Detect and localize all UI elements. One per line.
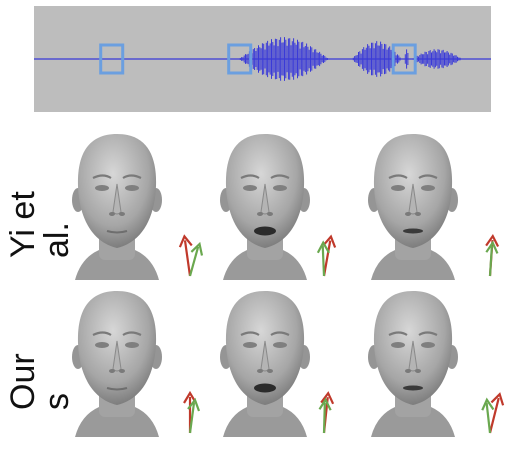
waveform-markers: [99, 43, 417, 75]
head-pose-axes-icon: [178, 232, 208, 278]
audio-waveform: [34, 6, 491, 112]
row-label-line-1: Our: [4, 353, 42, 410]
face-render: [353, 287, 473, 437]
face-render: [57, 287, 177, 437]
head-pose-axes-icon: [178, 389, 208, 435]
face-render: [57, 130, 177, 280]
row-label-line-1: Yi et: [4, 191, 42, 258]
face-render: [353, 130, 473, 280]
face-render: [205, 130, 325, 280]
time-marker-box: [391, 43, 417, 75]
time-marker-box: [227, 43, 253, 75]
head-pose-axes-icon: [312, 232, 342, 278]
head-pose-axes-icon: [478, 389, 508, 435]
time-marker-box: [99, 43, 125, 75]
head-pose-axes-icon: [312, 389, 342, 435]
head-pose-axes-icon: [478, 232, 508, 278]
face-render: [205, 287, 325, 437]
